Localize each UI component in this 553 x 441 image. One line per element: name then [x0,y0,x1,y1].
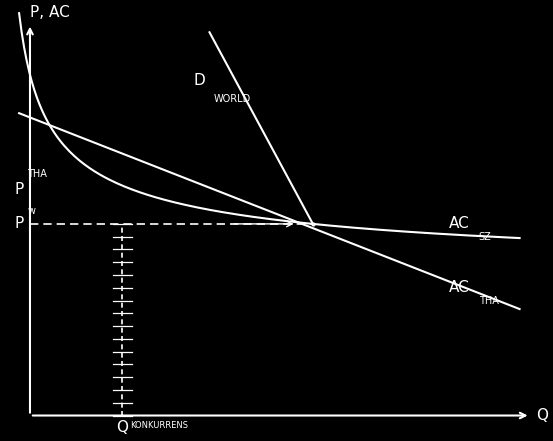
Text: Q: Q [536,408,548,423]
Text: WORLD: WORLD [214,94,251,104]
Text: P, AC: P, AC [30,4,70,19]
Text: P: P [14,182,23,197]
Text: SZ: SZ [479,232,492,243]
Text: D: D [193,73,205,88]
Text: THA: THA [479,296,499,306]
Text: KONKURRENS: KONKURRENS [131,421,189,430]
Text: AC: AC [449,217,469,232]
Text: Q: Q [117,420,128,435]
Text: P: P [14,217,23,232]
Text: THA: THA [27,169,47,179]
Text: w: w [27,206,35,216]
Text: AC: AC [449,280,469,295]
